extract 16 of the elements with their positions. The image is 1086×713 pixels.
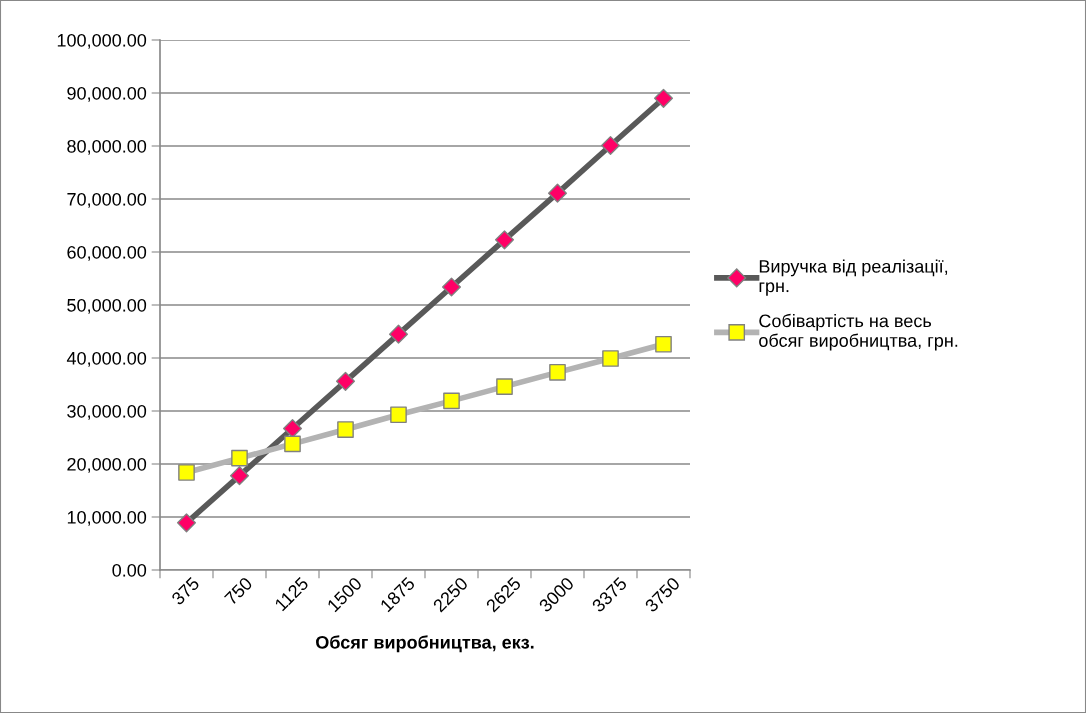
- y-tick-label: 70,000.00: [67, 192, 147, 208]
- y-tick-label: 90,000.00: [67, 86, 147, 102]
- y-tick-label: 30,000.00: [67, 404, 147, 420]
- y-tick-label: 100,000.00: [57, 33, 147, 49]
- legend-label: Виручка від реалізації, грн.: [759, 259, 948, 296]
- y-tick-label: 0.00: [112, 563, 147, 577]
- y-tick-label: 80,000.00: [67, 139, 147, 155]
- x-tick-label: 375: [170, 576, 201, 606]
- y-tick-label: 60,000.00: [67, 245, 147, 261]
- y-tick-label: 50,000.00: [67, 298, 147, 314]
- x-axis-title: Обсяг виробництва, екз.: [316, 635, 534, 653]
- legend-label: Собівартість на весь обсяг виробництва, грн.: [759, 313, 958, 351]
- y-tick-label: 40,000.00: [66, 351, 147, 367]
- x-tick-label: 750: [223, 576, 254, 606]
- y-tick-label: 20,000.00: [67, 457, 147, 473]
- y-tick-label: 10,000.00: [67, 510, 147, 526]
